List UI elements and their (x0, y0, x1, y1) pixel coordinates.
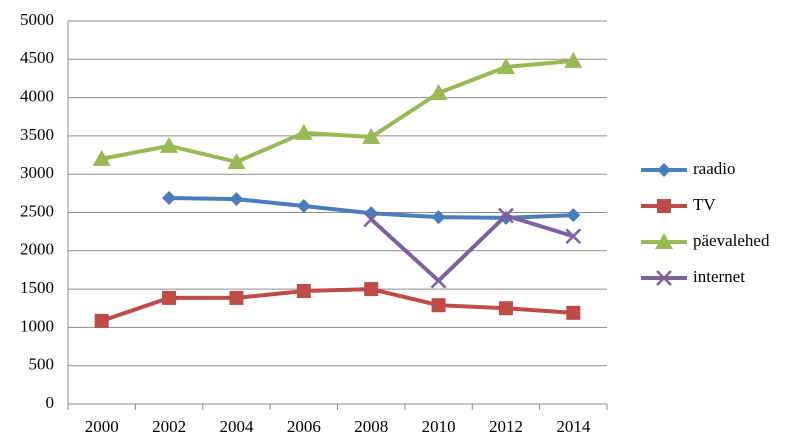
marker (496, 57, 515, 74)
x-tick-label: 2006 (287, 417, 321, 436)
y-tick-label: 2000 (20, 240, 54, 259)
x-tick-label: 2008 (354, 417, 388, 436)
marker (431, 210, 446, 225)
y-tick-label: 2500 (20, 201, 54, 220)
marker (657, 163, 671, 177)
marker (566, 208, 581, 223)
marker (656, 270, 672, 286)
x-tick-label: 2002 (152, 417, 186, 436)
marker (229, 290, 244, 305)
marker (564, 51, 583, 68)
series-line (101, 287, 574, 323)
marker (162, 190, 177, 205)
series-line (101, 58, 574, 164)
marker (565, 228, 582, 245)
legend-label: internet (693, 267, 745, 286)
y-tick-label: 5000 (20, 10, 54, 29)
marker (229, 192, 244, 207)
y-tick-label: 0 (46, 393, 55, 412)
legend-label: TV (693, 195, 716, 214)
marker (429, 84, 448, 101)
marker (94, 313, 109, 328)
marker (162, 290, 177, 305)
marker (227, 152, 246, 169)
marker (431, 298, 446, 313)
marker (498, 207, 514, 224)
marker (296, 284, 311, 299)
marker (566, 305, 581, 320)
y-tick-label: 3000 (20, 163, 54, 182)
marker (296, 198, 311, 213)
y-tick-label: 1500 (20, 278, 54, 297)
x-tick-label: 2014 (556, 417, 591, 436)
marker (498, 301, 513, 316)
marker (657, 199, 671, 213)
marker (364, 282, 379, 297)
y-tick-label: 3500 (20, 125, 54, 144)
marker (655, 233, 673, 249)
y-tick-label: 500 (29, 355, 55, 374)
y-tick-label: 4500 (20, 48, 54, 67)
x-tick-label: 2000 (85, 417, 119, 436)
marker (92, 149, 111, 166)
marker (294, 123, 313, 140)
marker (363, 211, 380, 228)
marker (160, 136, 179, 153)
x-tick-label: 2004 (219, 417, 254, 436)
x-tick-label: 2012 (489, 417, 523, 436)
x-tick-label: 2010 (422, 417, 456, 436)
marker (430, 272, 447, 289)
y-tick-label: 4000 (20, 87, 54, 106)
legend-label: raadio (693, 159, 735, 178)
marker (362, 128, 381, 145)
legend-label: päevalehed (693, 231, 770, 250)
series-line (369, 213, 574, 283)
y-tick-label: 1000 (20, 316, 54, 335)
